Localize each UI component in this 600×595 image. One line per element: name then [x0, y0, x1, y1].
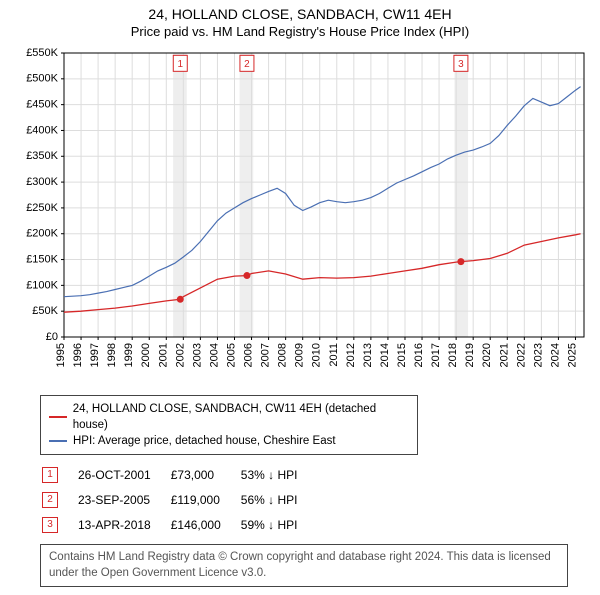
marker-price: £146,000 [171, 513, 239, 536]
svg-text:2009: 2009 [294, 343, 306, 367]
svg-text:1997: 1997 [89, 343, 101, 367]
svg-text:2023: 2023 [532, 343, 544, 367]
svg-text:2005: 2005 [225, 343, 237, 367]
svg-text:1995: 1995 [55, 343, 67, 367]
svg-text:2004: 2004 [208, 343, 220, 367]
marker-badge: 1 [42, 467, 58, 483]
svg-text:2003: 2003 [191, 343, 203, 367]
legend-swatch [49, 440, 67, 442]
chart-area: 1 2 3 £0 £50K £100K £150K £200K £250K £300K £350K £… [10, 47, 590, 387]
svg-text:£0: £0 [46, 331, 58, 343]
chart-svg: 1 2 3 £0 £50K £100K £150K £200K £250K £300K £350K £… [10, 47, 590, 387]
legend-label: HPI: Average price, detached house, Ches… [73, 433, 336, 449]
svg-text:£550K: £550K [26, 47, 58, 59]
svg-text:2020: 2020 [481, 343, 493, 367]
marker-row: 3 13-APR-2018£146,00059% ↓ HPI [42, 513, 315, 536]
svg-text:3: 3 [458, 59, 464, 70]
marker-badge: 3 [42, 517, 58, 533]
marker-date: 13-APR-2018 [78, 513, 169, 536]
markers-table: 1 26-OCT-2001£73,00053% ↓ HPI 2 23-SEP-2005… [40, 461, 317, 538]
marker-delta: 56% ↓ HPI [241, 488, 316, 511]
svg-text:2008: 2008 [277, 343, 289, 367]
svg-text:2024: 2024 [549, 343, 561, 367]
svg-text:1996: 1996 [72, 343, 84, 367]
svg-text:1999: 1999 [123, 343, 135, 367]
svg-text:2000: 2000 [140, 343, 152, 367]
svg-text:£300K: £300K [26, 176, 58, 188]
svg-text:2013: 2013 [362, 343, 374, 367]
marker-delta: 59% ↓ HPI [241, 513, 316, 536]
marker-row: 1 26-OCT-2001£73,00053% ↓ HPI [42, 463, 315, 486]
svg-text:2019: 2019 [464, 343, 476, 367]
svg-text:£350K: £350K [26, 150, 58, 162]
legend-box: 24, HOLLAND CLOSE, SANDBACH, CW11 4EH (d… [40, 395, 418, 455]
svg-text:£500K: £500K [26, 73, 58, 85]
svg-text:£200K: £200K [26, 228, 58, 240]
svg-text:2021: 2021 [498, 343, 510, 367]
svg-text:2010: 2010 [311, 343, 323, 367]
marker-price: £73,000 [171, 463, 239, 486]
svg-text:2002: 2002 [174, 343, 186, 367]
legend-item: HPI: Average price, detached house, Ches… [49, 433, 409, 449]
svg-text:£400K: £400K [26, 124, 58, 136]
marker-delta: 53% ↓ HPI [241, 463, 316, 486]
svg-text:£250K: £250K [26, 202, 58, 214]
title-block: 24, HOLLAND CLOSE, SANDBACH, CW11 4EH Pr… [0, 0, 600, 47]
marker-row: 2 23-SEP-2005£119,00056% ↓ HPI [42, 488, 315, 511]
marker-price: £119,000 [171, 488, 239, 511]
footer-note: Contains HM Land Registry data © Crown c… [40, 544, 568, 587]
svg-text:£150K: £150K [26, 253, 58, 265]
svg-text:2011: 2011 [328, 343, 340, 367]
chart-container: 24, HOLLAND CLOSE, SANDBACH, CW11 4EH Pr… [0, 0, 600, 587]
svg-text:2007: 2007 [260, 343, 272, 367]
svg-text:1: 1 [177, 59, 183, 70]
svg-text:1998: 1998 [106, 343, 118, 367]
svg-text:£100K: £100K [26, 279, 58, 291]
marker-badge: 2 [42, 492, 58, 508]
svg-text:2014: 2014 [379, 343, 391, 367]
legend-swatch [49, 416, 67, 418]
svg-text:2025: 2025 [566, 343, 578, 367]
svg-text:2: 2 [244, 59, 250, 70]
svg-text:£450K: £450K [26, 99, 58, 111]
legend-item: 24, HOLLAND CLOSE, SANDBACH, CW11 4EH (d… [49, 401, 409, 433]
svg-text:2015: 2015 [396, 343, 408, 367]
chart-subtitle: Price paid vs. HM Land Registry's House … [10, 24, 590, 39]
svg-text:2022: 2022 [515, 343, 527, 367]
svg-text:2006: 2006 [243, 343, 255, 367]
svg-text:2017: 2017 [430, 343, 442, 367]
marker-date: 23-SEP-2005 [78, 488, 169, 511]
chart-title: 24, HOLLAND CLOSE, SANDBACH, CW11 4EH [10, 6, 590, 22]
svg-text:2018: 2018 [447, 343, 459, 367]
svg-text:2012: 2012 [345, 343, 357, 367]
svg-text:£50K: £50K [32, 305, 58, 317]
legend-label: 24, HOLLAND CLOSE, SANDBACH, CW11 4EH (d… [73, 401, 409, 433]
svg-text:2016: 2016 [413, 343, 425, 367]
marker-date: 26-OCT-2001 [78, 463, 169, 486]
svg-text:2001: 2001 [157, 343, 169, 367]
